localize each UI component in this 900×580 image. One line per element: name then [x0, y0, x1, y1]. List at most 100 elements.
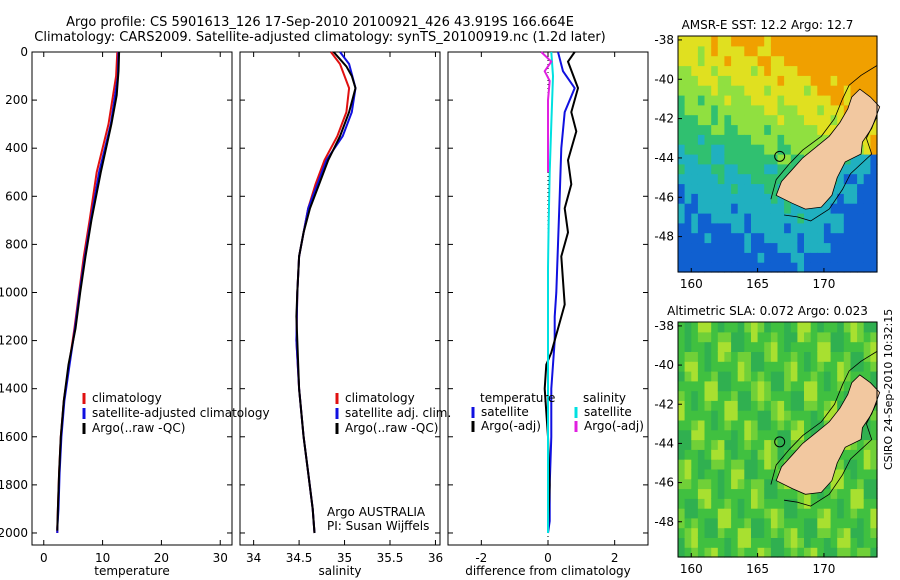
map-cell [870, 183, 878, 194]
map-cell [737, 65, 745, 76]
map-cell [757, 331, 765, 343]
map-cell [737, 371, 745, 382]
map-cell [810, 85, 818, 96]
map-cell [790, 380, 798, 392]
y-tick-label: 600 [5, 189, 28, 203]
map-cell [784, 203, 792, 214]
map-cell [757, 134, 765, 145]
map-cell [678, 213, 686, 224]
map-cell [810, 537, 818, 548]
map-cell [790, 508, 798, 519]
map-cell [784, 429, 792, 441]
map-cell [704, 498, 712, 509]
series-line-temperature-satellite [547, 51, 576, 534]
map-cell [678, 262, 686, 273]
map-cell [810, 95, 818, 106]
map-cell [737, 547, 745, 558]
map-cell [757, 104, 765, 116]
map-cell [757, 400, 765, 411]
map-cell [691, 439, 699, 450]
map-cell [757, 85, 765, 96]
map-cell [717, 36, 725, 47]
map-cell [731, 173, 739, 185]
map-cell [744, 439, 752, 450]
map-cell [757, 498, 765, 509]
map-cell [704, 517, 712, 529]
map-cell [843, 173, 851, 185]
map-cell [757, 439, 765, 450]
map-cell [684, 36, 692, 47]
map-cell [823, 380, 832, 392]
series-line-temperature-argo-adj- [543, 51, 580, 534]
map-cell [830, 114, 838, 126]
map-cell [744, 390, 752, 401]
map-cell [711, 508, 719, 519]
map-cell [724, 252, 732, 263]
map-cell [764, 134, 772, 145]
map-cell [837, 55, 845, 67]
map-cell [817, 527, 825, 538]
map-cell [704, 331, 712, 343]
map-cell [691, 183, 699, 194]
map-cell [697, 508, 706, 519]
map-cell [744, 134, 752, 145]
map-cell [823, 213, 832, 224]
map-cell [857, 527, 865, 538]
map-cell [678, 449, 686, 460]
map-cell [711, 371, 719, 382]
map-cell [777, 508, 785, 519]
map-cell [757, 242, 765, 253]
map-cell [711, 104, 719, 116]
map-cell [790, 527, 798, 538]
map-cell [850, 154, 858, 165]
map-cell [704, 252, 712, 263]
map-cell [691, 262, 699, 273]
map-cell [764, 55, 772, 67]
map-cell [870, 45, 878, 57]
map-cell [837, 508, 845, 519]
map-cell [691, 45, 699, 57]
map-cell [764, 331, 772, 343]
map-cell [731, 449, 739, 460]
map-cell [724, 104, 732, 116]
map-cell [737, 527, 745, 538]
map-cell [704, 55, 712, 67]
map-cell [850, 242, 858, 253]
map-cell [784, 252, 792, 263]
map-cell [830, 252, 838, 263]
map-cell [777, 95, 785, 106]
map-cell [857, 183, 865, 194]
legend-group-title: temperature [480, 391, 555, 405]
map-cell [770, 173, 779, 185]
map-cell [863, 459, 871, 470]
map-cell [843, 262, 851, 273]
map-cell [870, 173, 878, 185]
map-cell [870, 213, 878, 224]
map-cell [704, 45, 712, 57]
map-cell [764, 429, 772, 441]
map-cell [843, 380, 851, 392]
map-cell [717, 478, 725, 490]
map-cell [744, 351, 752, 362]
y-tick-label: 200 [5, 93, 28, 107]
map-cell [717, 410, 725, 421]
plot-frame-2 [239, 51, 441, 546]
map-cell [737, 114, 745, 126]
map-cell [830, 498, 838, 509]
map-cell [697, 439, 706, 450]
y-tick-label: -42 [654, 397, 674, 411]
map-cell [757, 488, 765, 499]
map-cell [684, 85, 692, 96]
map-cell [678, 232, 686, 244]
map-cell [684, 134, 692, 145]
map-cell [863, 242, 871, 253]
map-cell [817, 331, 825, 343]
map-cell [711, 380, 719, 392]
map-cell [857, 222, 865, 234]
map-cell [731, 36, 739, 47]
map-cell [870, 232, 878, 244]
map-cell [731, 242, 739, 253]
map-cell [724, 351, 732, 362]
map-cell [697, 144, 706, 155]
map-cell [823, 488, 832, 499]
